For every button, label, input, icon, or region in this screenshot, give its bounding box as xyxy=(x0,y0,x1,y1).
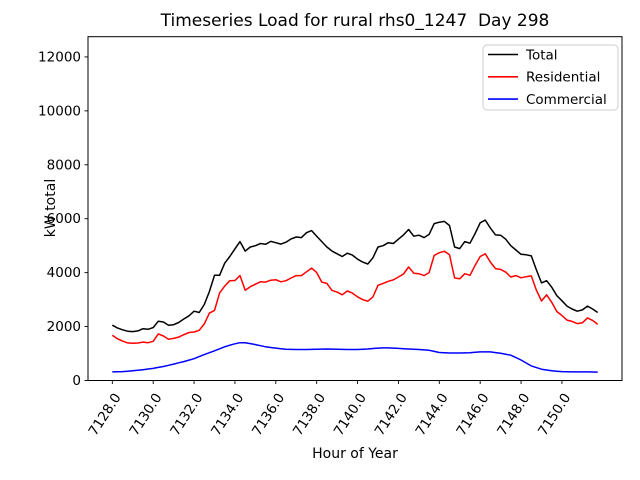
legend-box xyxy=(482,44,619,111)
legend: Total Residential Commercial xyxy=(482,44,619,111)
y-tick-label: 8000 xyxy=(47,157,81,173)
x-tick-label: 7148.0 xyxy=(494,390,533,438)
x-tick-label: 7140.0 xyxy=(331,390,370,438)
y-tick-label: 0 xyxy=(72,373,81,389)
y-tick-label: 6000 xyxy=(47,211,81,227)
y-axis-label: kW total xyxy=(43,179,59,237)
x-tick-label: 7128.0 xyxy=(86,390,125,438)
series-total-line xyxy=(111,219,599,333)
series-residential-line xyxy=(111,250,599,345)
x-tick-label: 7138.0 xyxy=(290,390,329,438)
y-tick-label: 12000 xyxy=(38,49,81,65)
x-tick-label: 7142.0 xyxy=(372,390,411,438)
x-tick-label: 7144.0 xyxy=(413,390,452,438)
x-tick-label: 7130.0 xyxy=(126,390,165,438)
y-tick-label: 10000 xyxy=(38,103,81,119)
legend-label-residential: Residential xyxy=(526,70,600,86)
series-commercial-line xyxy=(112,341,598,373)
chart-title: Timeseries Load for rural rhs0_1247 Day … xyxy=(160,11,550,31)
x-tick-label: 7134.0 xyxy=(208,390,247,438)
x-tick-label: 7150.0 xyxy=(535,390,574,438)
x-axis-label: Hour of Year xyxy=(312,446,398,462)
legend-label-commercial: Commercial xyxy=(526,92,607,108)
y-tick-label: 2000 xyxy=(47,319,81,335)
x-tick-label: 7146.0 xyxy=(453,390,492,438)
x-tick-label: 7136.0 xyxy=(249,390,288,438)
legend-label-total: Total xyxy=(525,47,558,63)
y-tick-label: 4000 xyxy=(47,265,81,281)
plot-frame xyxy=(87,36,623,381)
x-tick-label: 7132.0 xyxy=(167,390,206,438)
